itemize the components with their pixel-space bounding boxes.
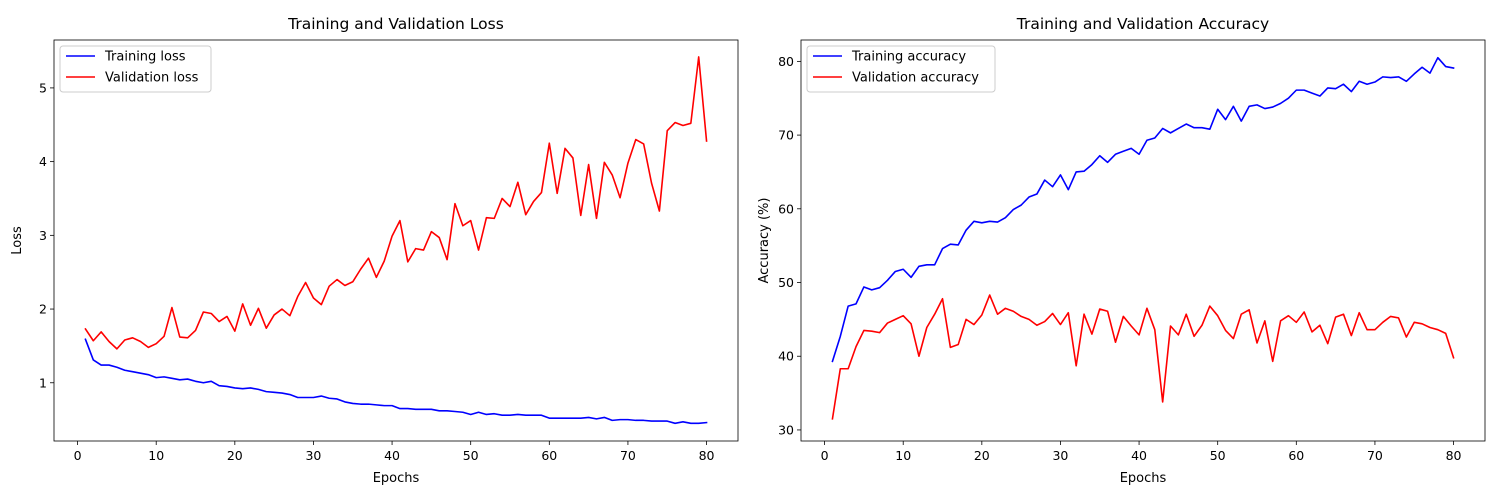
- y-tick-label: 50: [778, 275, 794, 290]
- legend-box: [806, 45, 996, 93]
- chart-panel-1: Training and Validation Loss Epochs Loss 0 1…: [10, 15, 739, 486]
- x-tick-label: 40: [384, 448, 400, 463]
- series-line-2: [84, 56, 708, 350]
- y-tick-label: 30: [778, 422, 794, 437]
- x-axis-label: Epochs: [373, 471, 420, 486]
- x-tick-label: 70: [620, 448, 636, 463]
- y-tick-label: 60: [778, 201, 794, 216]
- legend-box: [59, 45, 212, 93]
- x-tick-label: 20: [227, 448, 243, 463]
- y-tick-label: 2: [39, 302, 47, 317]
- x-tick-label: 30: [1052, 448, 1068, 463]
- x-tick-label: 10: [895, 448, 911, 463]
- legend-label-2: Validation loss: [105, 71, 199, 86]
- legend-label-1: Training loss: [104, 50, 186, 65]
- x-tick-label: 80: [699, 448, 715, 463]
- chart-title: Training and Validation Accuracy: [1016, 15, 1269, 33]
- legend: Training accuracy Validation accuracy: [806, 45, 996, 93]
- y-tick-label: 5: [39, 80, 47, 95]
- x-tick-label: 0: [821, 448, 829, 463]
- series-line-1: [84, 338, 708, 425]
- y-tick-label: 3: [39, 228, 47, 243]
- series-line-1: [831, 56, 1455, 363]
- x-tick-label: 60: [1288, 448, 1304, 463]
- plot-frame: [53, 39, 739, 442]
- x-tick-label: 20: [974, 448, 990, 463]
- y-tick-label: 80: [778, 54, 794, 69]
- y-tick-label: 4: [39, 154, 47, 169]
- legend-label-2: Validation accuracy: [852, 71, 979, 86]
- x-tick-label: 40: [1131, 448, 1147, 463]
- x-tick-label: 0: [74, 448, 82, 463]
- plot-frame: [800, 39, 1486, 442]
- x-tick-label: 80: [1446, 448, 1462, 463]
- chart-panel-2: Training and Validation Accuracy Epochs Ac…: [757, 15, 1486, 486]
- x-tick-label: 30: [305, 448, 321, 463]
- x-tick-label: 50: [1210, 448, 1226, 463]
- x-tick-label: 70: [1367, 448, 1383, 463]
- x-tick-label: 10: [148, 448, 164, 463]
- legend: Training loss Validation loss: [59, 45, 212, 93]
- y-axis-label: Loss: [10, 226, 25, 255]
- y-tick-label: 40: [778, 349, 794, 364]
- y-tick-label: 1: [39, 375, 47, 390]
- x-tick-label: 60: [541, 448, 557, 463]
- x-tick-label: 50: [463, 448, 479, 463]
- y-tick-label: 70: [778, 128, 794, 143]
- series-line-2: [831, 294, 1455, 420]
- y-axis-label: Accuracy (%): [757, 198, 772, 284]
- x-axis-label: Epochs: [1120, 471, 1167, 486]
- legend-label-1: Training accuracy: [851, 50, 966, 65]
- chart-title: Training and Validation Loss: [287, 15, 504, 33]
